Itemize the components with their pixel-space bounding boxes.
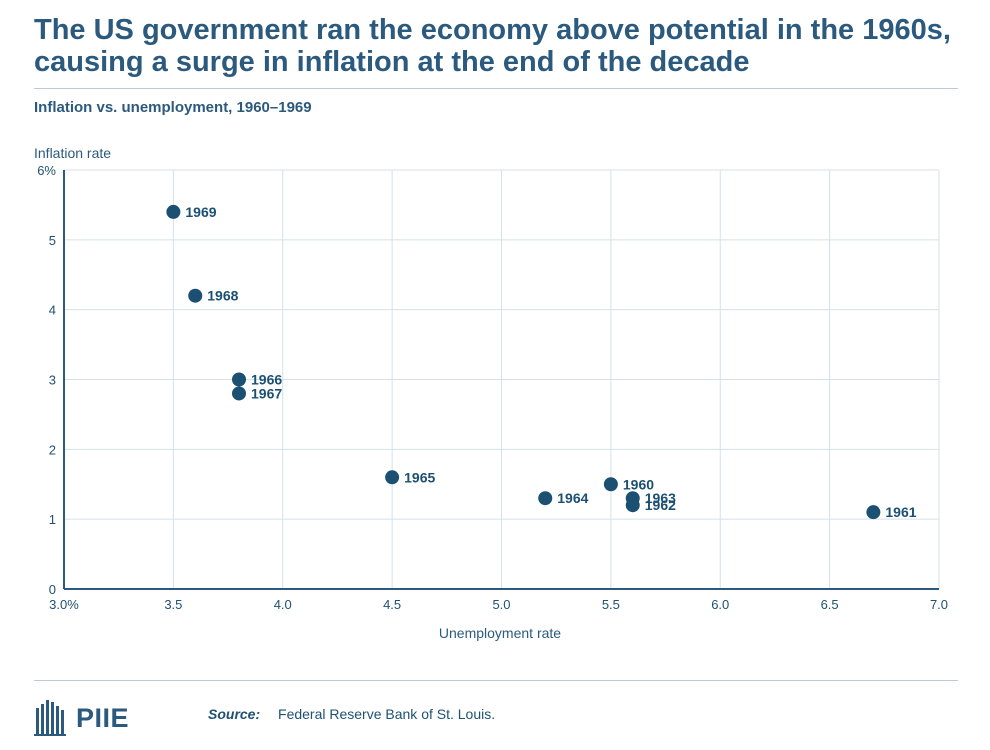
x-tick-label: 5.0: [492, 597, 510, 612]
data-point-1960: [603, 477, 618, 492]
x-tick-label: 6.5: [821, 597, 839, 612]
data-point-1961: [866, 505, 881, 520]
y-tick-label: 0: [49, 582, 56, 597]
chart-title: The US government ran the economy above …: [34, 14, 951, 78]
data-label-1966: 1966: [251, 372, 282, 388]
source-note: Source: Federal Reserve Bank of St. Loui…: [208, 706, 495, 722]
x-tick-label: 3.5: [164, 597, 182, 612]
data-label-1961: 1961: [885, 504, 916, 520]
data-point-1969: [166, 204, 181, 219]
x-tick-label: 3.0%: [49, 597, 79, 612]
data-point-1963: [625, 491, 640, 506]
y-tick-label: 5: [49, 233, 56, 248]
x-tick-label: 4.0: [274, 597, 292, 612]
y-tick-label: 4: [49, 303, 56, 318]
y-axis-label: Inflation rate: [34, 145, 111, 161]
data-point-1967: [232, 386, 246, 401]
y-tick-label: 6%: [37, 163, 56, 178]
data-label-1967: 1967: [251, 385, 282, 401]
data-label-1963: 1963: [645, 490, 676, 506]
y-tick-label: 2: [49, 442, 56, 457]
data-point-1965: [385, 470, 400, 485]
data-point-1964: [538, 491, 553, 506]
piie-logo: PIIE: [34, 698, 129, 738]
y-tick-label: 3: [49, 373, 56, 388]
data-label-1960: 1960: [623, 476, 654, 492]
data-point-1968: [188, 288, 203, 303]
tick-labels: 3.0% 3.5 4.0 4.5 5.0 5.5 6.0 6.5 7.0 0 1 2 3 4 5 6%: [37, 163, 948, 612]
data-label-1964: 1964: [557, 490, 588, 506]
x-tick-label: 5.5: [602, 597, 620, 612]
data-label-1968: 1968: [207, 288, 238, 304]
logo-text: PIIE: [76, 702, 130, 733]
scatter-chart: Inflation rate Unemployment rate 3.0% 3.5…: [34, 145, 948, 641]
piie-building-icon: [34, 700, 66, 736]
x-tick-label: 4.5: [383, 597, 401, 612]
chart-subtitle: Inflation vs. unemployment, 1960–1969: [34, 99, 312, 116]
header-divider: [34, 88, 958, 89]
data-label-1969: 1969: [185, 204, 216, 220]
axes: [63, 170, 939, 590]
x-tick-label: 7.0: [930, 597, 948, 612]
source-label: Source:: [208, 706, 261, 722]
x-axis-label: Unemployment rate: [439, 625, 561, 641]
x-tick-label: 6.0: [711, 597, 729, 612]
data-label-1965: 1965: [404, 469, 435, 485]
source-text: Federal Reserve Bank of St. Louis.: [278, 706, 496, 722]
y-tick-label: 1: [49, 512, 56, 527]
grid-lines: [64, 169, 940, 589]
data-point-1966: [232, 372, 246, 387]
data-label-1962: 1962: [645, 497, 676, 513]
footer-divider: [34, 680, 958, 681]
